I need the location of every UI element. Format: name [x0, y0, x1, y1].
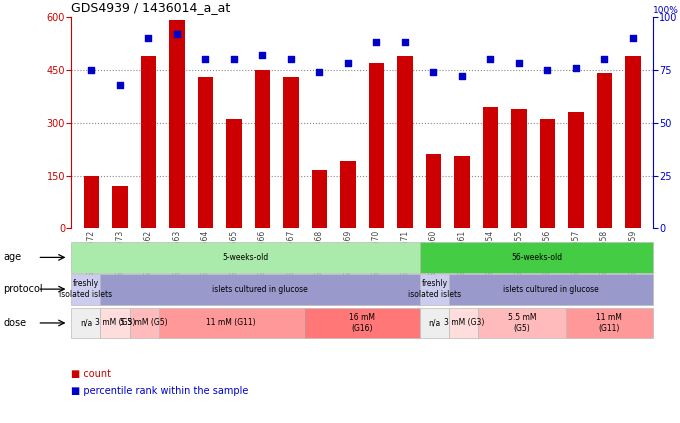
- Text: 5.5 mM
(G5): 5.5 mM (G5): [508, 313, 537, 332]
- Point: [399, 39, 410, 46]
- Bar: [625, 56, 641, 228]
- Bar: [226, 119, 241, 228]
- Text: n/a: n/a: [428, 319, 441, 327]
- Text: freshly
isolated islets: freshly isolated islets: [408, 280, 461, 299]
- Point: [171, 30, 182, 37]
- Text: freshly
isolated islets: freshly isolated islets: [59, 280, 112, 299]
- Text: n/a: n/a: [80, 319, 92, 327]
- Bar: [483, 107, 498, 228]
- Text: 5.5 mM (G5): 5.5 mM (G5): [120, 319, 168, 327]
- Point: [485, 56, 496, 63]
- Text: 5-weeks-old: 5-weeks-old: [222, 253, 269, 262]
- Point: [257, 52, 268, 58]
- Point: [114, 81, 125, 88]
- Bar: [84, 176, 99, 228]
- Point: [428, 69, 439, 75]
- Point: [571, 64, 581, 71]
- Text: age: age: [3, 253, 22, 262]
- Point: [286, 56, 296, 63]
- Bar: [283, 77, 299, 228]
- Text: ■ percentile rank within the sample: ■ percentile rank within the sample: [71, 386, 249, 396]
- Bar: [254, 70, 270, 228]
- Bar: [197, 77, 214, 228]
- Text: 3 mM (G3): 3 mM (G3): [95, 319, 135, 327]
- Bar: [169, 20, 185, 228]
- Point: [513, 60, 524, 67]
- Bar: [426, 154, 441, 228]
- Bar: [311, 170, 327, 228]
- Point: [628, 35, 639, 41]
- Point: [228, 56, 239, 63]
- Text: protocol: protocol: [3, 284, 43, 294]
- Point: [456, 73, 467, 80]
- Point: [343, 60, 354, 67]
- Point: [542, 66, 553, 73]
- Point: [314, 69, 325, 75]
- Text: 11 mM (G11): 11 mM (G11): [207, 319, 256, 327]
- Bar: [369, 63, 384, 228]
- Point: [599, 56, 610, 63]
- Bar: [397, 56, 413, 228]
- Bar: [112, 186, 128, 228]
- Text: 3 mM (G3): 3 mM (G3): [443, 319, 484, 327]
- Text: 16 mM
(G16): 16 mM (G16): [349, 313, 375, 332]
- Bar: [340, 162, 356, 228]
- Point: [86, 66, 97, 73]
- Text: GDS4939 / 1436014_a_at: GDS4939 / 1436014_a_at: [71, 1, 231, 14]
- Text: ■ count: ■ count: [71, 369, 112, 379]
- Text: islets cultured in glucose: islets cultured in glucose: [503, 285, 599, 294]
- Bar: [539, 119, 555, 228]
- Point: [200, 56, 211, 63]
- Point: [371, 39, 381, 46]
- Text: 100%: 100%: [653, 6, 679, 15]
- Bar: [141, 56, 156, 228]
- Point: [143, 35, 154, 41]
- Text: 11 mM
(G11): 11 mM (G11): [596, 313, 622, 332]
- Bar: [454, 156, 470, 228]
- Text: 56-weeks-old: 56-weeks-old: [511, 253, 562, 262]
- Text: dose: dose: [3, 318, 27, 328]
- Bar: [596, 73, 612, 228]
- Bar: [511, 109, 527, 228]
- Bar: [568, 112, 583, 228]
- Text: islets cultured in glucose: islets cultured in glucose: [212, 285, 308, 294]
